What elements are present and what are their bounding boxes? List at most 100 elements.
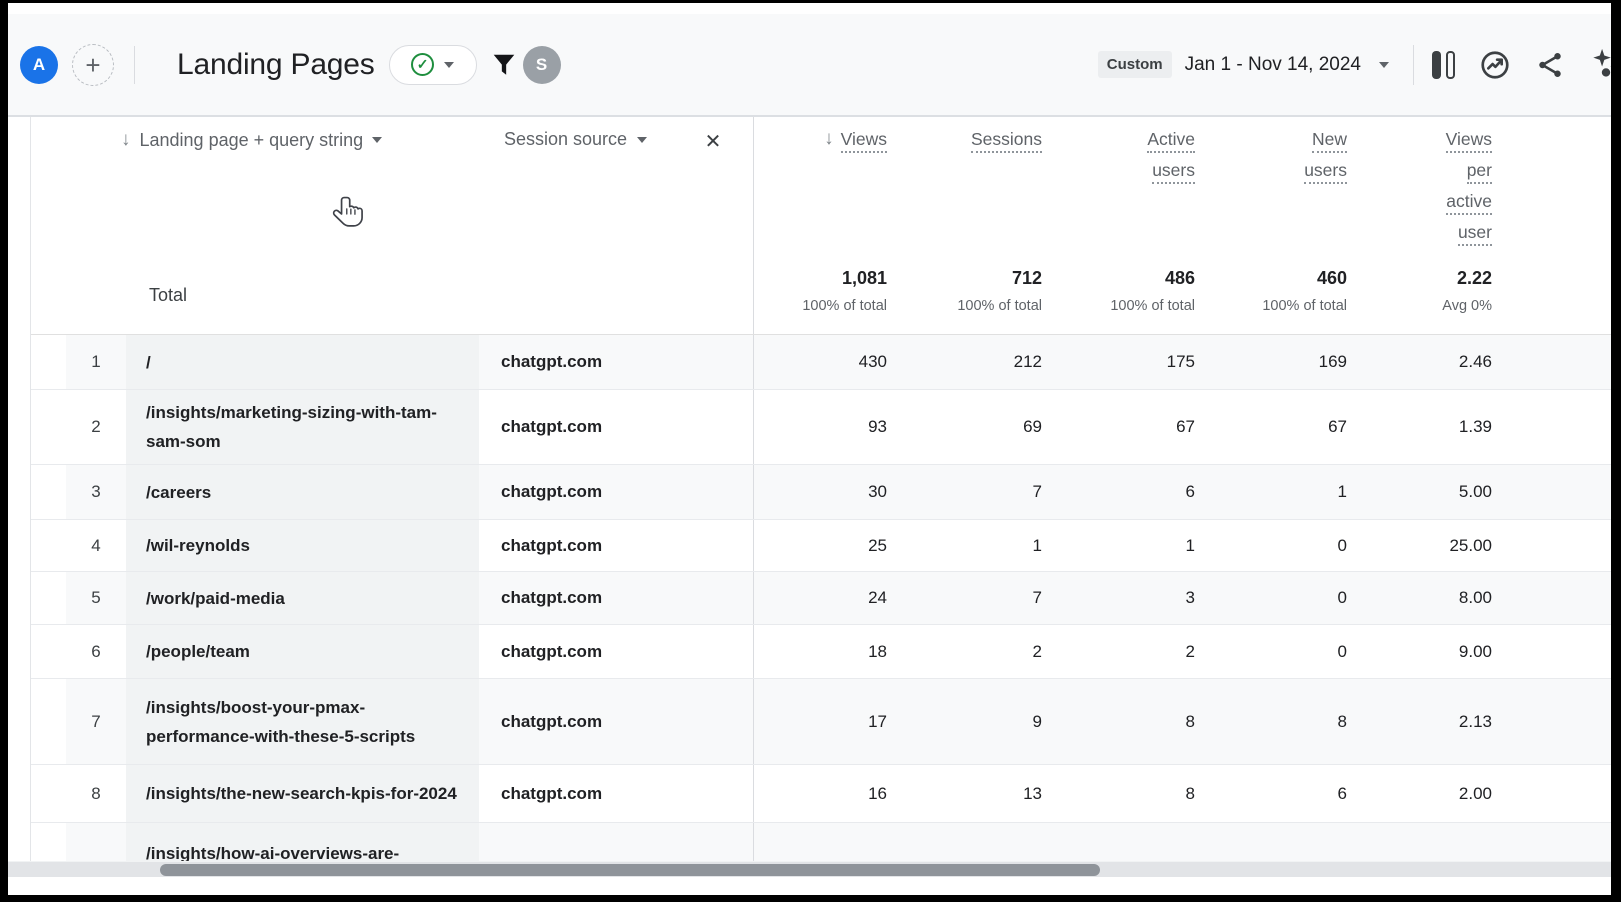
horizontal-scrollbar-thumb[interactable] [160, 864, 1100, 876]
bar-solid [1432, 50, 1441, 79]
bar-outline [1446, 50, 1455, 79]
active-users-cell: 8 [1185, 783, 1195, 803]
active-users-header-line1: Active [1147, 128, 1195, 153]
active-users-cell: 3 [1185, 588, 1195, 607]
column-header-views[interactable]: ↓ Views [754, 117, 887, 256]
report-table-area: ↓ Landing page + query string Session so… [8, 117, 1611, 877]
funnel-icon [493, 54, 514, 75]
row-number: 2 [91, 417, 101, 436]
account-avatar[interactable]: A [20, 45, 58, 84]
total-active-users: 486 [1164, 268, 1195, 288]
landing-page-cell: /people/team [126, 625, 479, 678]
data-table: ↓ Landing page + query string Session so… [30, 117, 1611, 877]
table-row[interactable]: 3 /careers chatgpt.com 30 7 6 1 5.00 [31, 465, 1611, 520]
column-header-active-users[interactable]: Active users [1042, 117, 1195, 256]
app-window: A + Landing Pages ✓ S Custom Jan 1 - Nov… [8, 3, 1611, 895]
views-cell: 30 [868, 482, 887, 501]
edit-comparisons-icon[interactable] [1432, 50, 1455, 79]
totals-label: Total [149, 284, 188, 305]
views-cell: 24 [868, 588, 887, 607]
active-users-cell: 67 [1176, 417, 1195, 436]
total-sessions-sub: 100% of total [957, 298, 1042, 314]
table-row[interactable]: 6 /people/team chatgpt.com 18 2 2 0 9.00 [31, 625, 1611, 679]
column-header-views-per-active-user[interactable]: Views per active user [1347, 117, 1492, 256]
total-sessions: 712 [1011, 268, 1042, 288]
sessions-cell: 13 [1023, 783, 1042, 803]
total-views-sub: 100% of total [802, 298, 887, 314]
column-header-new-users[interactable]: New users [1195, 117, 1347, 256]
vpau-header-line2: per [1466, 159, 1492, 184]
views-per-active-user-cell: 2.00 [1458, 783, 1492, 803]
table-row[interactable]: 5 /work/paid-media chatgpt.com 24 7 3 0 … [31, 572, 1611, 625]
views-sort-desc-icon: ↓ [824, 128, 834, 149]
table-row[interactable]: 8 /insights/the-new-search-kpis-for-2024… [31, 765, 1611, 823]
row-number: 6 [91, 641, 101, 661]
active-users-cell: 175 [1166, 352, 1195, 371]
views-per-active-user-cell: 8.00 [1458, 588, 1492, 607]
sessions-cell: 7 [1032, 588, 1042, 607]
total-vpau-sub: Avg 0% [1442, 298, 1492, 314]
remove-secondary-dimension-button[interactable]: ✕ [704, 130, 722, 153]
sessions-cell: 1 [1032, 535, 1042, 555]
views-cell: 18 [868, 641, 887, 661]
sessions-header-label: Sessions [970, 128, 1042, 153]
vpau-header-line3: active [1446, 190, 1492, 215]
new-users-cell: 0 [1337, 588, 1347, 607]
vpau-header-line1: Views [1445, 128, 1492, 153]
insights-sparkle-icon[interactable] [1589, 46, 1611, 78]
session-source-cell: chatgpt.com [501, 641, 603, 661]
add-comparison-button[interactable]: + [72, 43, 114, 86]
views-header-label: Views [840, 128, 887, 153]
new-users-header-line2: users [1304, 159, 1347, 184]
horizontal-scrollbar[interactable] [8, 861, 1611, 877]
sessions-cell: 69 [1023, 417, 1042, 436]
session-source-cell: chatgpt.com [501, 482, 603, 501]
vpau-header-line4: user [1457, 221, 1492, 246]
row-number: 3 [91, 482, 101, 501]
page-title: Landing Pages [177, 47, 375, 81]
table-row[interactable]: 1 / chatgpt.com 430 212 175 169 2.46 [31, 335, 1611, 390]
user-avatar[interactable]: S [522, 45, 561, 84]
table-row[interactable]: 2 /insights/marketing-sizing-with-tam-sa… [31, 390, 1611, 465]
landing-page-cell: /insights/boost-your-pmax-performance-wi… [126, 679, 479, 764]
sessions-cell: 212 [1013, 352, 1042, 371]
session-source-cell: chatgpt.com [501, 352, 603, 371]
add-filter-button[interactable] [491, 52, 517, 78]
total-new-users-sub: 100% of total [1262, 298, 1347, 314]
window-top-strip [8, 3, 1611, 14]
row-number: 8 [91, 783, 101, 803]
date-chevron-down-icon[interactable] [1379, 61, 1389, 68]
views-cell: 17 [868, 711, 887, 731]
dimension-chevron-down-icon[interactable] [372, 137, 383, 143]
landing-page-cell: /work/paid-media [126, 572, 479, 624]
views-cell: 16 [868, 783, 887, 803]
landing-page-cell: /careers [126, 465, 479, 519]
table-row[interactable]: 7 /insights/boost-your-pmax-performance-… [31, 679, 1611, 765]
sessions-cell: 7 [1032, 482, 1042, 501]
views-per-active-user-cell: 25.00 [1449, 535, 1492, 555]
date-range-selector[interactable]: Jan 1 - Nov 14, 2024 [1184, 53, 1361, 75]
active-users-cell: 1 [1185, 535, 1195, 555]
new-users-header-line1: New [1311, 128, 1347, 153]
secondary-dimension-chevron-down-icon[interactable] [637, 136, 648, 143]
secondary-dimension-header[interactable]: Session source [504, 129, 648, 150]
total-active-users-sub: 100% of total [1110, 298, 1195, 314]
total-views: 1,081 [841, 268, 887, 288]
total-views-per-active-user: 2.22 [1456, 268, 1492, 288]
table-header-row: ↓ Landing page + query string Session so… [31, 117, 1611, 256]
sort-desc-icon: ↓ [121, 129, 131, 150]
new-users-cell: 1 [1337, 482, 1347, 501]
active-users-cell: 8 [1185, 711, 1195, 731]
table-row[interactable]: 4 /wil-reynolds chatgpt.com 25 1 1 0 25.… [31, 520, 1611, 572]
session-source-cell: chatgpt.com [501, 783, 603, 803]
data-quality-dropdown[interactable]: ✓ [388, 44, 477, 85]
insights-icon[interactable] [1479, 49, 1511, 81]
column-header-sessions[interactable]: Sessions [887, 117, 1042, 256]
views-per-active-user-cell: 2.13 [1458, 711, 1492, 731]
date-preset-badge: Custom [1097, 51, 1172, 78]
primary-dimension-header[interactable]: ↓ Landing page + query string [121, 129, 383, 151]
row-number: 4 [91, 535, 101, 555]
new-users-cell: 8 [1337, 711, 1347, 731]
header-divider [134, 45, 135, 84]
share-icon[interactable] [1535, 50, 1565, 80]
